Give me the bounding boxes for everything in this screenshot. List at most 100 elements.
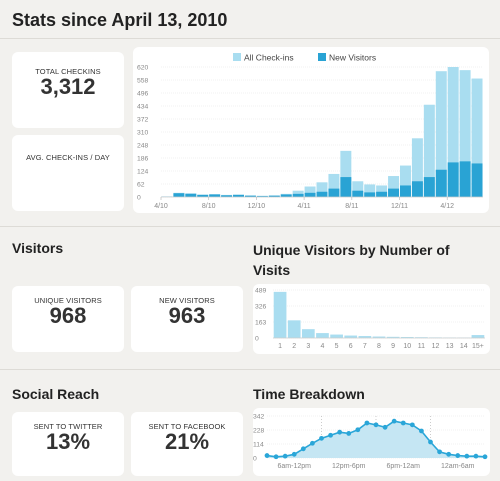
time-point	[364, 420, 370, 426]
y-tick-label: 434	[137, 104, 149, 111]
time-point	[373, 422, 379, 428]
legend-swatch-all-checkins	[233, 53, 241, 61]
y-tick-label: 326	[255, 304, 267, 311]
time-point	[328, 432, 333, 438]
twitter-value: 13%	[45, 429, 91, 454]
bar-new-visitors	[328, 188, 340, 197]
bar-new-visitors	[364, 192, 376, 197]
unique-visitors-value: 968	[49, 303, 87, 328]
time-point	[455, 453, 461, 458]
x-tick-label: 6am-12pm	[278, 463, 312, 470]
total-checkins-label: TOTAL CHECKINS	[35, 67, 101, 76]
bar-new-visitors	[209, 194, 221, 197]
bar-new-visitors	[292, 193, 304, 197]
bar-visits	[301, 329, 315, 338]
y-tick-label: 310	[137, 130, 149, 137]
bar-all-checkins	[364, 184, 376, 197]
x-tick-label: 4/12	[440, 203, 454, 210]
y-tick-label: 248	[137, 143, 149, 150]
time-point	[473, 453, 479, 459]
time-point	[437, 449, 442, 455]
bar-new-visitors	[268, 195, 280, 197]
x-tick-label: 12	[432, 343, 440, 350]
bar-all-checkins	[388, 176, 400, 197]
y-tick-label: 186	[137, 156, 149, 163]
time-title: Time Breakdown	[253, 386, 365, 402]
x-tick-label: 6	[349, 343, 353, 350]
time-point	[482, 454, 488, 460]
facebook-label: SENT TO FACEBOOK	[148, 422, 226, 431]
legend-label-all-checkins: All Check-ins	[244, 53, 294, 63]
time-point	[264, 453, 270, 458]
bar-new-visitors	[197, 194, 209, 197]
checkins-chart: All Check-ins New Visitors 0 62 124 186 248 310…	[137, 53, 483, 210]
bar-new-visitors	[340, 177, 352, 197]
time-point	[446, 451, 452, 457]
time-point	[310, 440, 315, 446]
header-divider	[0, 38, 500, 39]
x-tick-label: 1	[278, 343, 282, 350]
new-visitors-value: 963	[168, 303, 206, 328]
y-tick-label: 114	[253, 442, 264, 449]
facebook-card: SENT TO FACEBOOK 21%	[131, 412, 243, 476]
y-tick-label: 0	[137, 195, 141, 202]
time-point	[337, 429, 343, 435]
time-chart: 0 114 228 342 6am-12pm 12pm-6pm 6pm-12am 12am-6…	[253, 414, 488, 470]
time-point	[428, 439, 433, 445]
bar-all-checkins	[459, 70, 471, 197]
bar-new-visitors	[173, 193, 185, 197]
time-chart-card: 0 114 228 342 6am-12pm 12pm-6pm 6pm-12am 12am-6…	[253, 408, 490, 476]
x-tick-label: 12/11	[391, 203, 408, 210]
bar-all-checkins	[352, 181, 364, 197]
y-tick-label: 0	[255, 336, 259, 343]
time-point	[464, 453, 470, 459]
x-tick-label: 13	[446, 343, 454, 350]
avg-checkins-card: AVG. CHECK-INS / DAY	[12, 135, 124, 211]
time-point	[291, 451, 297, 457]
bar-new-visitors	[316, 191, 328, 197]
bar-new-visitors	[280, 194, 292, 197]
y-tick-label: 496	[137, 91, 149, 98]
y-tick-label: 124	[137, 169, 149, 176]
legend-swatch-new-visitors	[318, 53, 326, 61]
y-tick-label: 372	[137, 117, 149, 124]
bar-visits	[386, 336, 400, 338]
time-point	[273, 454, 279, 460]
bar-new-visitors	[423, 177, 435, 197]
x-tick-label: 8/10	[202, 203, 216, 210]
y-tick-label: 0	[253, 456, 257, 463]
bar-all-checkins	[435, 71, 447, 197]
bar-visits	[400, 337, 414, 338]
bar-all-checkins	[411, 138, 423, 197]
y-tick-label: 558	[137, 78, 149, 85]
social-title: Social Reach	[12, 386, 100, 402]
total-checkins-value: 3,312	[40, 74, 96, 99]
time-area	[267, 421, 485, 458]
total-checkins-card: TOTAL CHECKINS 3,312	[12, 52, 124, 128]
x-tick-label: 7	[363, 343, 367, 350]
bar-new-visitors	[304, 192, 316, 197]
unique-visitors-card: UNIQUE VISITORS 968	[12, 286, 124, 352]
time-point	[300, 446, 306, 452]
x-tick-label: 11	[418, 343, 425, 350]
time-point	[346, 431, 352, 436]
visitors-title: Visitors	[12, 240, 64, 256]
x-tick-label: 15+	[472, 343, 484, 350]
bar-visits	[287, 320, 301, 338]
bar-new-visitors	[233, 194, 245, 197]
x-tick-label: 12am-6am	[441, 463, 475, 470]
x-tick-label: 3	[306, 343, 310, 350]
x-tick-label: 8	[377, 343, 381, 350]
legend-label-new-visitors: New Visitors	[329, 53, 376, 63]
bar-new-visitors	[185, 193, 197, 197]
bar-new-visitors	[471, 163, 483, 197]
bar-visits	[471, 335, 485, 338]
x-tick-label: 2	[292, 343, 296, 350]
bar-new-visitors	[256, 196, 268, 197]
y-tick-label: 62	[137, 182, 145, 189]
bar-all-checkins	[376, 185, 388, 197]
time-point	[355, 427, 361, 433]
bar-visits	[316, 333, 329, 338]
time-point	[419, 428, 424, 434]
y-tick-label: 620	[137, 65, 149, 72]
